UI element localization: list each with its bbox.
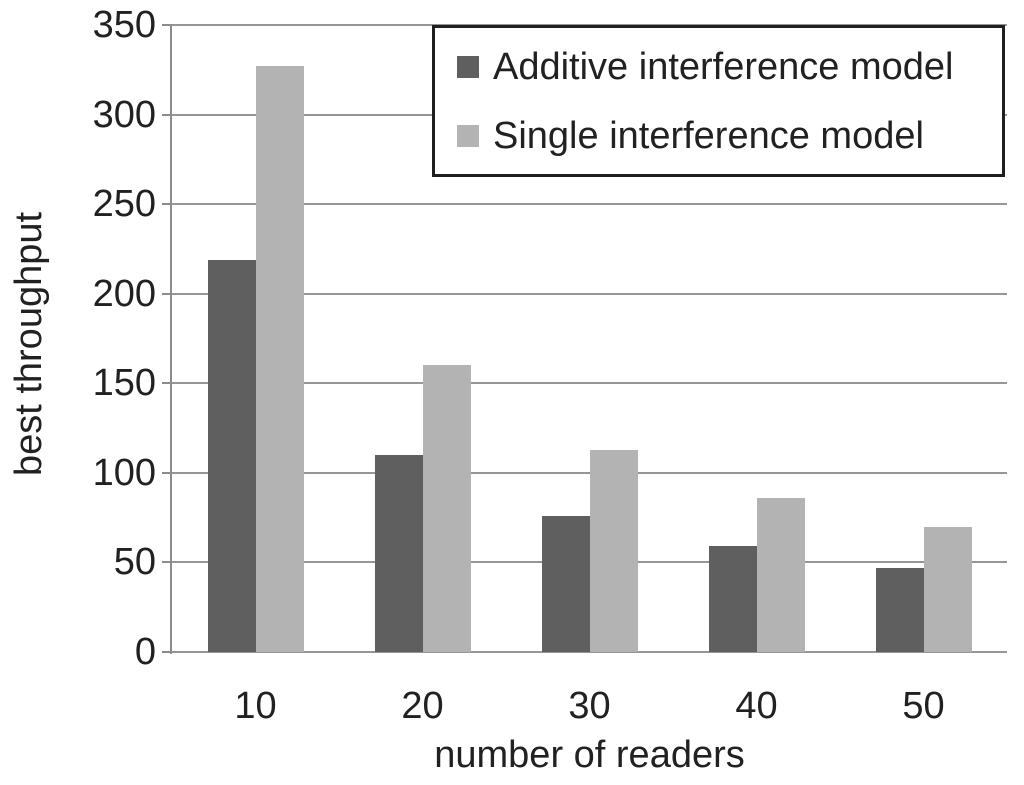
y-axis-tick: [162, 561, 172, 564]
bar-additive-30: [541, 515, 590, 652]
x-axis-title: number of readers: [434, 734, 745, 776]
legend-swatch-additive-icon: [457, 55, 479, 78]
y-tick-label: 250: [92, 183, 156, 226]
bar-single-50: [923, 526, 972, 652]
x-tick-label: 20: [401, 685, 444, 727]
bar-single-30: [589, 449, 638, 652]
legend-item-additive: Additive interference model: [457, 45, 1002, 89]
y-axis-tick: [162, 651, 172, 653]
x-tick-label: 30: [568, 685, 611, 727]
y-tick-label: 350: [92, 4, 156, 46]
legend-label-single: Single interference model: [493, 114, 924, 157]
y-tick-label: 300: [92, 93, 156, 136]
y-axis-tick: [162, 292, 172, 295]
legend-swatch-single-icon: [457, 124, 479, 147]
y-axis-tick: [162, 203, 172, 206]
y-axis-tick: [162, 24, 172, 26]
bar-additive-10: [207, 259, 256, 652]
y-axis-tick: [162, 382, 172, 385]
bar-additive-20: [374, 454, 423, 652]
legend-item-single: Single interference model: [457, 114, 1002, 158]
bar-single-10: [255, 66, 304, 652]
gridline: [172, 292, 1007, 295]
gridline: [172, 382, 1007, 385]
bar-additive-40: [708, 546, 757, 652]
y-tick-label: 0: [134, 631, 156, 673]
y-axis-tick: [162, 471, 172, 474]
legend: Additive interference model Single inter…: [432, 25, 1005, 177]
y-tick-label: 100: [92, 451, 156, 494]
y-tick-label: 200: [92, 272, 156, 315]
y-tick-label: 50: [113, 541, 156, 584]
y-axis-line: [170, 25, 172, 654]
gridline: [172, 651, 1007, 653]
x-tick-label: 50: [902, 685, 945, 727]
gridline: [172, 203, 1007, 206]
x-tick-label: 10: [234, 685, 277, 727]
bar-single-40: [756, 497, 805, 652]
y-tick-label: 150: [92, 362, 156, 405]
bar-additive-50: [875, 567, 924, 652]
legend-label-additive: Additive interference model: [493, 45, 954, 88]
bar-single-20: [422, 365, 471, 652]
x-tick-label: 40: [735, 685, 778, 727]
y-axis-tick: [162, 113, 172, 116]
